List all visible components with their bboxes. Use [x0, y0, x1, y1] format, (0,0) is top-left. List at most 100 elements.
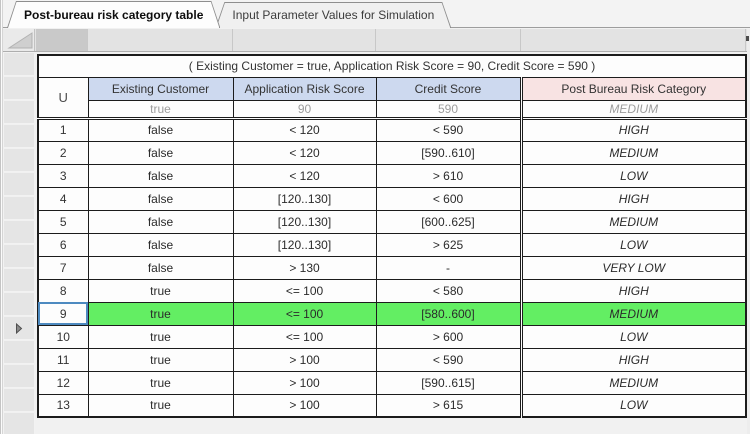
test-value-post-bureau-risk-category[interactable]: MEDIUM: [519, 99, 747, 119]
rule-cell[interactable]: > 600: [375, 324, 522, 349]
rule-cell[interactable]: > 100: [232, 347, 377, 372]
rule-cell[interactable]: false: [87, 186, 234, 211]
column-header-existing-customer[interactable]: Existing Customer: [87, 76, 234, 101]
rule-cell[interactable]: LOW: [519, 163, 747, 188]
column-header-rownum[interactable]: [36, 29, 87, 51]
rule-cell[interactable]: false: [87, 116, 234, 142]
table-row[interactable]: 13 true > 100 > 615 LOW: [37, 393, 747, 418]
band-separator: [87, 29, 88, 51]
rule-cell[interactable]: MEDIUM: [519, 370, 747, 395]
row-number-cell[interactable]: 6: [37, 232, 89, 257]
row-number-cell[interactable]: 9: [37, 301, 89, 326]
select-all-corner-cell[interactable]: [3, 29, 35, 51]
rule-cell[interactable]: MEDIUM: [519, 209, 747, 234]
rule-cell[interactable]: < 580: [375, 278, 522, 303]
rule-cell[interactable]: true: [87, 278, 234, 303]
rule-cell[interactable]: HIGH: [519, 186, 747, 211]
table-row[interactable]: 11 true > 100 < 590 HIGH: [37, 347, 747, 372]
table-row[interactable]: 1 false < 120 < 590 HIGH: [37, 116, 747, 142]
rule-cell[interactable]: LOW: [519, 324, 747, 349]
row-number-cell[interactable]: 8: [37, 278, 89, 303]
row-number-cell[interactable]: 12: [37, 370, 89, 395]
rule-cell[interactable]: MEDIUM: [519, 301, 747, 326]
rule-cell[interactable]: true: [87, 347, 234, 372]
hit-policy-cell[interactable]: U: [37, 76, 89, 119]
row-number-cell[interactable]: 3: [37, 163, 89, 188]
table-row[interactable]: 6 false [120..130] > 625 LOW: [37, 232, 747, 257]
rule-cell[interactable]: false: [87, 163, 234, 188]
decision-table-container: ( Existing Customer = true, Application …: [37, 54, 748, 418]
rule-cell[interactable]: -: [375, 255, 522, 280]
rule-cell[interactable]: > 615: [375, 393, 522, 418]
rule-cell[interactable]: < 590: [375, 116, 522, 142]
rule-cell[interactable]: > 100: [232, 370, 377, 395]
test-value-application-risk-score[interactable]: 90: [232, 99, 377, 119]
rule-cell[interactable]: < 120: [232, 140, 377, 165]
table-row[interactable]: 7 false > 130 - VERY LOW: [37, 255, 747, 280]
rule-cell[interactable]: true: [87, 324, 234, 349]
rule-cell[interactable]: VERY LOW: [519, 255, 747, 280]
table-row[interactable]: 12 true > 100 [590..615] MEDIUM: [37, 370, 747, 395]
column-header-post-bureau-risk-category[interactable]: Post Bureau Risk Category: [519, 76, 747, 101]
row-number-cell[interactable]: 11: [37, 347, 89, 372]
rule-cell[interactable]: false: [87, 140, 234, 165]
rule-cell[interactable]: MEDIUM: [519, 140, 747, 165]
gutter-cell: [3, 173, 35, 196]
band-separator: [745, 29, 746, 51]
rule-cell[interactable]: < 120: [232, 163, 377, 188]
rule-cell[interactable]: [120..130]: [232, 209, 377, 234]
row-number-cell[interactable]: 1: [37, 116, 89, 142]
tab-input-parameter-values[interactable]: Input Parameter Values for Simulation: [215, 2, 451, 28]
rule-cell[interactable]: <= 100: [232, 301, 377, 326]
rule-cell[interactable]: <= 100: [232, 324, 377, 349]
rule-cell[interactable]: true: [87, 301, 234, 326]
table-row[interactable]: 5 false [120..130] [600..625] MEDIUM: [37, 209, 747, 234]
rule-cell[interactable]: > 100: [232, 393, 377, 418]
row-number-cell[interactable]: 4: [37, 186, 89, 211]
gutter-cell: [3, 269, 35, 292]
window-left-edge: [0, 0, 3, 434]
rule-cell[interactable]: < 600: [375, 186, 522, 211]
window-edge-tick: [746, 36, 749, 41]
row-number-cell[interactable]: 7: [37, 255, 89, 280]
row-number-cell[interactable]: 2: [37, 140, 89, 165]
table-row[interactable]: 9 true <= 100 [580..600] MEDIUM: [37, 301, 747, 326]
rule-cell[interactable]: > 130: [232, 255, 377, 280]
rule-cell[interactable]: [120..130]: [232, 232, 377, 257]
rule-cell[interactable]: false: [87, 232, 234, 257]
tab-label: Input Parameter Values for Simulation: [232, 8, 435, 22]
rule-cell[interactable]: false: [87, 209, 234, 234]
rule-cell[interactable]: > 625: [375, 232, 522, 257]
rule-cell[interactable]: [590..615]: [375, 370, 522, 395]
table-row[interactable]: 2 false < 120 [590..610] MEDIUM: [37, 140, 747, 165]
table-row[interactable]: 8 true <= 100 < 580 HIGH: [37, 278, 747, 303]
table-row[interactable]: 10 true <= 100 > 600 LOW: [37, 324, 747, 349]
rule-cell[interactable]: LOW: [519, 393, 747, 418]
table-row[interactable]: 3 false < 120 > 610 LOW: [37, 163, 747, 188]
column-header-application-risk-score[interactable]: Application Risk Score: [232, 76, 377, 101]
rule-cell[interactable]: false: [87, 255, 234, 280]
rule-cell[interactable]: HIGH: [519, 278, 747, 303]
gutter-cell: [3, 197, 35, 220]
column-header-credit-score[interactable]: Credit Score: [375, 76, 522, 101]
test-value-existing-customer[interactable]: true: [87, 99, 234, 119]
row-number-cell[interactable]: 10: [37, 324, 89, 349]
rule-cell[interactable]: > 610: [375, 163, 522, 188]
rule-cell[interactable]: [590..610]: [375, 140, 522, 165]
tab-post-bureau-risk-category-table[interactable]: Post-bureau risk category table: [7, 1, 220, 28]
rule-cell[interactable]: LOW: [519, 232, 747, 257]
test-value-credit-score[interactable]: 590: [375, 99, 522, 119]
rule-cell[interactable]: < 590: [375, 347, 522, 372]
rule-cell[interactable]: HIGH: [519, 347, 747, 372]
rule-cell[interactable]: HIGH: [519, 116, 747, 142]
rule-cell[interactable]: <= 100: [232, 278, 377, 303]
rule-cell[interactable]: [600..625]: [375, 209, 522, 234]
row-number-cell[interactable]: 13: [37, 393, 89, 418]
rule-cell[interactable]: true: [87, 370, 234, 395]
rule-cell[interactable]: < 120: [232, 116, 377, 142]
rule-cell[interactable]: [580..600]: [375, 301, 522, 326]
rule-cell[interactable]: [120..130]: [232, 186, 377, 211]
row-number-cell[interactable]: 5: [37, 209, 89, 234]
rule-cell[interactable]: true: [87, 393, 234, 418]
table-row[interactable]: 4 false [120..130] < 600 HIGH: [37, 186, 747, 211]
